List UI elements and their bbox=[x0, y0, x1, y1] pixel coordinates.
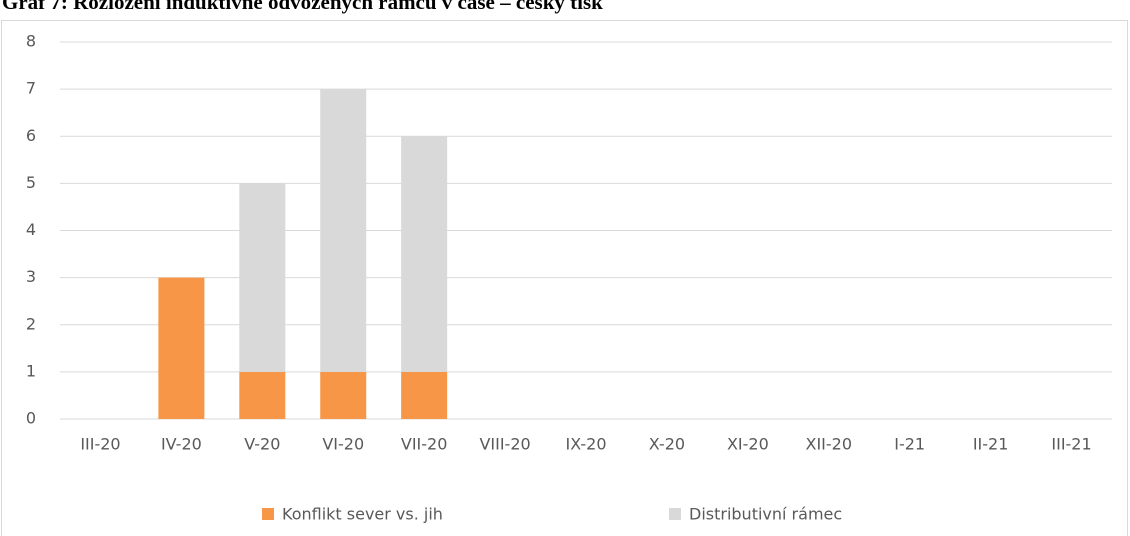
x-tick-label: VI-20 bbox=[322, 435, 364, 454]
legend-label: Distributivní rámec bbox=[689, 505, 842, 524]
x-tick-label: III-20 bbox=[80, 435, 120, 454]
x-tick-label: XI-20 bbox=[727, 435, 769, 454]
x-tick-label: XII-20 bbox=[806, 435, 853, 454]
y-tick-label: 5 bbox=[26, 173, 36, 192]
x-tick-label: VIII-20 bbox=[479, 435, 530, 454]
x-tick-label: V-20 bbox=[244, 435, 280, 454]
bar bbox=[239, 371, 286, 419]
x-tick-label: III-21 bbox=[1051, 435, 1091, 454]
y-tick-label: 2 bbox=[26, 314, 36, 333]
bar bbox=[320, 89, 367, 372]
y-tick-label: 7 bbox=[26, 79, 36, 98]
x-tick-label: IX-20 bbox=[565, 435, 606, 454]
x-tick-label: X-20 bbox=[649, 435, 685, 454]
x-tick-label: IV-20 bbox=[161, 435, 202, 454]
y-tick-label: 8 bbox=[26, 32, 36, 51]
x-tick-label: I-21 bbox=[894, 435, 925, 454]
chart-border bbox=[1, 20, 1128, 536]
bar bbox=[239, 183, 286, 372]
y-tick-label: 3 bbox=[26, 267, 36, 286]
bar bbox=[320, 371, 367, 419]
y-tick-label: 1 bbox=[26, 361, 36, 380]
chart-title: Graf 7: Rozložení induktivně odvozených … bbox=[2, 0, 603, 14]
legend-label: Konflikt sever vs. jih bbox=[282, 505, 443, 524]
y-tick-label: 4 bbox=[26, 220, 36, 239]
x-tick-label: II-21 bbox=[973, 435, 1009, 454]
x-tick-label: VII-20 bbox=[401, 435, 448, 454]
bar bbox=[401, 136, 448, 372]
y-tick-label: 0 bbox=[26, 409, 36, 428]
bar bbox=[158, 277, 205, 419]
legend-swatch bbox=[262, 508, 274, 520]
legend-swatch bbox=[669, 508, 681, 520]
y-tick-label: 6 bbox=[26, 126, 36, 145]
bar bbox=[401, 371, 448, 419]
